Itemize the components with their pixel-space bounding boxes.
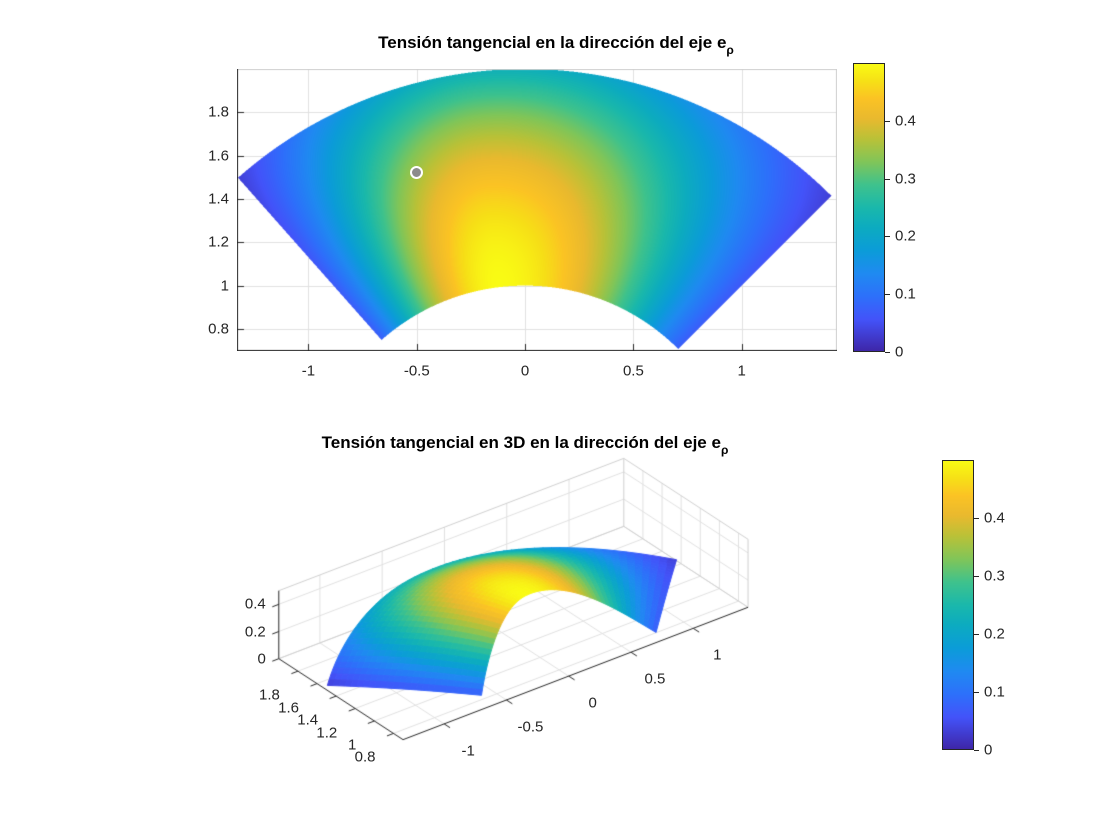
top-colorbar-tick — [885, 179, 890, 180]
top-y-tick-label: 1.2 — [208, 233, 229, 251]
top-x-tick-label: 0.5 — [622, 362, 644, 380]
top-colorbar-tick-label: 0.4 — [895, 112, 916, 130]
bottom-colorbar — [942, 460, 974, 750]
bottom-colorbar-tick-label: 0.1 — [984, 683, 1005, 701]
top-plot-canvas — [237, 69, 837, 351]
bottom-plot-canvas — [235, 445, 795, 785]
data-point-marker[interactable] — [409, 165, 423, 179]
top-y-tick-label: 1.8 — [208, 103, 229, 121]
top-colorbar-tick — [885, 121, 890, 122]
top-colorbar-tick — [885, 352, 890, 353]
top-colorbar-tick-label: 0.1 — [895, 285, 916, 303]
top-y-tick-label: 1 — [220, 277, 229, 295]
top-colorbar-tick — [885, 236, 890, 237]
bottom-colorbar-tick — [974, 634, 979, 635]
bottom-colorbar-tick-label: 0 — [984, 741, 993, 759]
bottom-colorbar-tick — [974, 692, 979, 693]
top-colorbar — [853, 63, 885, 352]
top-x-tick-label: -0.5 — [403, 362, 430, 380]
top-colorbar-tick-label: 0.2 — [895, 227, 916, 245]
bottom-colorbar-tick — [974, 518, 979, 519]
top-y-tick-label: 0.8 — [208, 320, 229, 338]
bottom-colorbar-tick — [974, 750, 979, 751]
top-colorbar-tick-label: 0 — [895, 343, 904, 361]
bottom-colorbar-tick-label: 0.2 — [984, 625, 1005, 643]
top-x-tick-label: 0 — [520, 362, 530, 380]
top-x-tick-label: -1 — [301, 362, 316, 380]
top-colorbar-tick — [885, 294, 890, 295]
top-plot-title-text: Tensión tangencial en la dirección del e… — [378, 33, 727, 52]
top-x-tick-label: 1 — [737, 362, 746, 380]
top-plot-title-subscript: ρ — [726, 43, 734, 57]
top-plot-title: Tensión tangencial en la dirección del e… — [256, 33, 856, 57]
bottom-colorbar-tick-label: 0.3 — [984, 567, 1005, 585]
bottom-colorbar-tick-label: 0.4 — [984, 509, 1005, 527]
top-y-tick-label: 1.6 — [208, 147, 229, 165]
top-colorbar-tick-label: 0.3 — [895, 170, 916, 188]
bottom-colorbar-tick — [974, 576, 979, 577]
top-y-tick-label: 1.4 — [208, 190, 229, 208]
